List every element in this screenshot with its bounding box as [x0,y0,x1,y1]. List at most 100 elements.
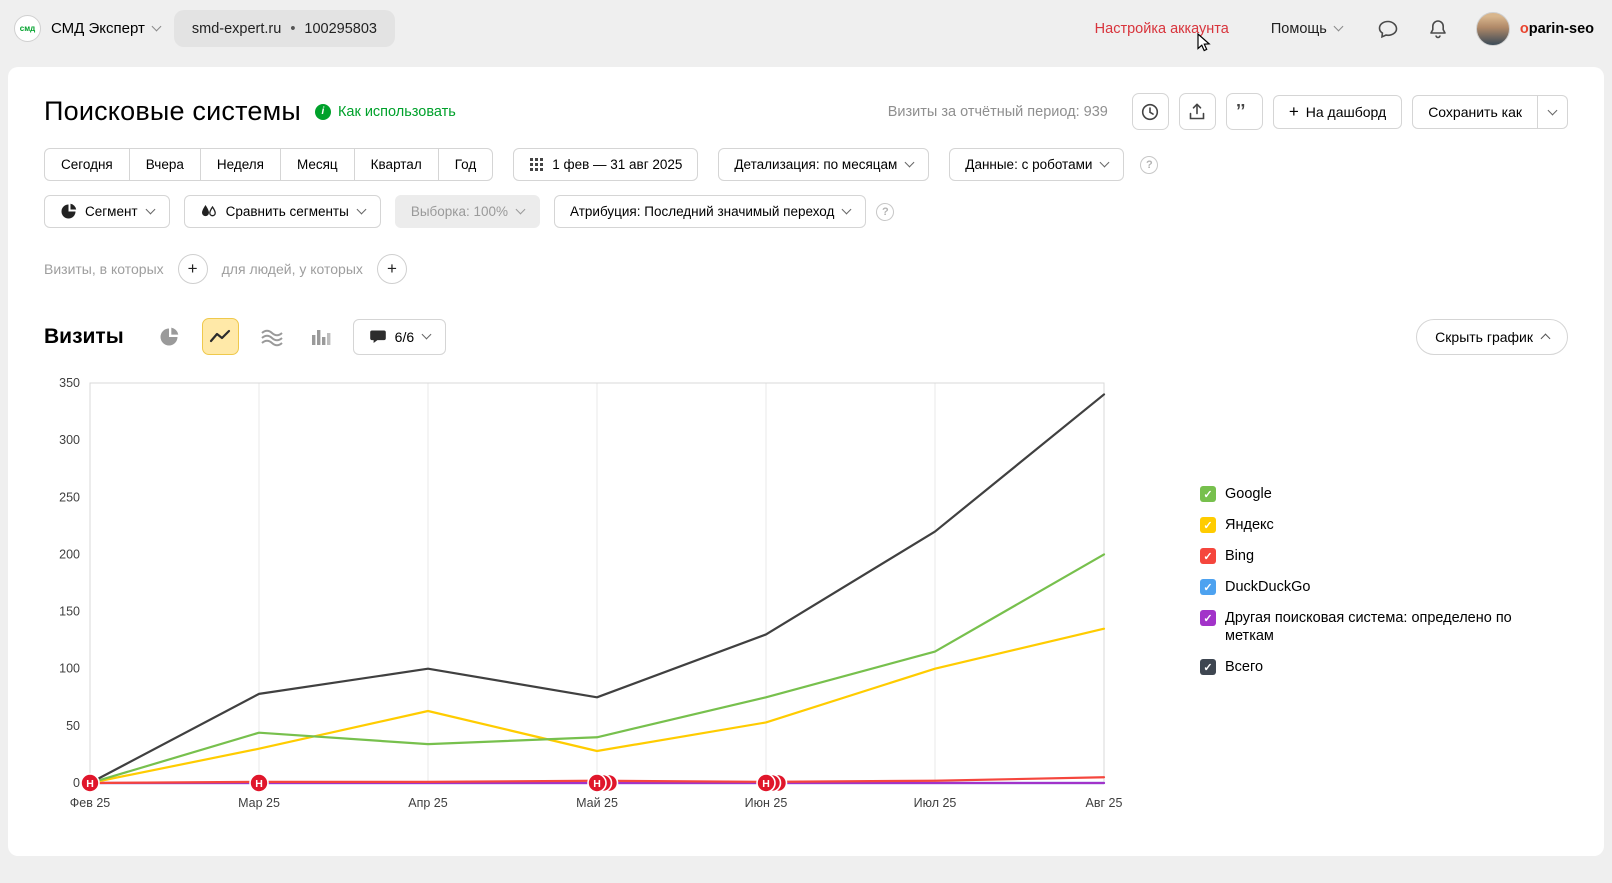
chevron-down-icon [515,204,526,215]
help-menu[interactable]: Помощь [1270,20,1344,37]
data-mode-dropdown[interactable]: Данные: с роботами [949,148,1125,181]
period-month-button[interactable]: Месяц [279,148,355,181]
counter-switcher[interactable]: СМД Эксперт [51,20,162,37]
svg-text:’’: ’’ [1236,101,1245,121]
save-as-button[interactable]: Сохранить как [1412,94,1538,129]
chevron-down-icon [145,204,156,215]
chart-type-columns-button[interactable] [305,322,335,352]
legend-item-other-search[interactable]: Другая поисковая система: определено по … [1200,609,1530,645]
period-year-button[interactable]: Год [437,148,494,181]
comment-bubble-icon [369,330,386,343]
pie-chart-icon [160,327,178,345]
chevron-down-icon [904,157,915,168]
period-quarter-button[interactable]: Квартал [353,148,439,181]
legend-item-bing[interactable]: Bing [1200,547,1530,565]
svg-text:Н: Н [593,778,601,790]
svg-text:350: 350 [59,376,80,390]
history-button[interactable] [1131,93,1169,130]
period-yesterday-button[interactable]: Вчера [128,148,201,181]
annotations-button[interactable]: ’’ [1225,93,1263,130]
legend-checkbox[interactable] [1200,659,1216,675]
legend-label: Другая поисковая система: определено по … [1225,610,1512,644]
annotation-marker[interactable]: Н [80,773,100,793]
account-settings-link[interactable]: Настройка аккаунта [1094,20,1229,51]
legend-checkbox[interactable] [1200,579,1216,595]
segment-dropdown[interactable]: Сегмент [44,195,170,228]
annotation-marker[interactable]: Н [249,773,269,793]
svg-text:Фев 25: Фев 25 [70,796,111,810]
chart-header: Визиты [44,318,1568,355]
header-actions: Визиты за отчётный период: 939 ’’ [888,93,1568,130]
svg-text:100: 100 [59,662,80,676]
sampling-dropdown[interactable]: Выборка: 100% [394,195,541,228]
report-card: Поисковые системы i Как использовать Виз… [8,67,1604,856]
annotation-marker[interactable]: Н [756,773,788,793]
svg-text:250: 250 [59,490,80,504]
attribution-label: Атрибуция: Последний значимый переход [570,204,835,219]
period-toolbar: Сегодня Вчера Неделя Месяц Квартал Год 1… [44,148,1568,181]
plus-icon: + [386,259,397,278]
legend-label: Яндекс [1225,517,1274,533]
add-people-condition-button[interactable]: + [376,254,407,284]
help-label: Помощь [1270,20,1327,37]
chat-button[interactable] [1376,17,1400,41]
period-preset-group: Сегодня Вчера Неделя Месяц Квартал Год [44,148,494,181]
topbar-right: Настройка аккаунта Помощь oparin-seo [1094,11,1594,51]
sampling-label: Выборка: 100% [410,204,509,219]
date-range-button[interactable]: 1 фев — 31 авг 2025 [513,148,699,181]
chart-type-line-button[interactable] [201,318,239,355]
how-to-use-link[interactable]: Как использовать [337,103,456,120]
annotation-marker[interactable]: Н [587,773,619,793]
legend-item-duckduckgo[interactable]: DuckDuckGo [1200,578,1530,596]
counter-id-pill[interactable]: smd-expert.ru • 100295803 [173,10,395,47]
legend-checkbox[interactable] [1200,548,1216,564]
svg-text:Май 25: Май 25 [576,796,618,810]
period-week-button[interactable]: Неделя [199,148,281,181]
legend-checkbox[interactable] [1200,610,1216,626]
columns-chart-icon [311,329,331,345]
series-line [88,553,1106,785]
account-settings-label: Настройка аккаунта [1094,20,1229,37]
segment-label: Сегмент [85,204,138,219]
chart-labels-dropdown[interactable]: 6/6 [352,318,447,355]
chart-type-switcher [154,318,335,355]
bell-icon [1430,19,1446,38]
visits-condition-label: Визиты, в которых [44,261,164,277]
hide-chart-button[interactable]: Скрыть график [1416,318,1568,355]
username[interactable]: oparin-seo [1520,21,1594,37]
stacked-area-icon [260,329,283,346]
add-to-dashboard-label: На дашборд [1305,103,1387,120]
help-question-icon[interactable]: ? [876,202,895,221]
help-question-icon[interactable]: ? [1140,155,1159,174]
save-as-dropdown-button[interactable] [1538,94,1568,129]
notifications-button[interactable] [1426,17,1450,41]
line-chart-icon [210,329,231,342]
svg-text:200: 200 [59,547,80,561]
legend-item-google[interactable]: Google [1200,485,1530,503]
chart-type-area-button[interactable] [257,322,287,352]
legend-item-yandex[interactable]: Яндекс [1200,516,1530,534]
avatar[interactable] [1475,11,1510,46]
period-today-button[interactable]: Сегодня [44,148,130,181]
svg-text:Н: Н [86,778,94,790]
legend-label: Всего [1225,659,1264,675]
detalization-dropdown[interactable]: Детализация: по месяцам [718,148,930,181]
attribution-dropdown[interactable]: Атрибуция: Последний значимый переход [554,195,867,228]
add-to-dashboard-button[interactable]: + На дашборд [1272,94,1403,129]
legend-checkbox[interactable] [1200,486,1216,502]
compare-segments-dropdown[interactable]: Сравнить сегменты [183,195,381,228]
username-first-letter: o [1519,20,1529,37]
topbar: смд СМД Эксперт smd-expert.ru • 10029580… [0,0,1612,57]
export-button[interactable] [1178,93,1216,130]
detalization-label: Детализация: по месяцам [734,157,898,172]
legend-checkbox[interactable] [1200,517,1216,533]
report-header: Поисковые системы i Как использовать Виз… [44,93,1568,130]
add-visits-condition-button[interactable]: + [177,254,208,284]
chat-bubble-icon [1378,20,1398,38]
metrica-counter-logo[interactable]: смд [14,15,41,42]
chart-area: 0 50 100 150 200 250 300 350 Фев 25 Мар 25 Апр 25 М… [44,369,1568,821]
legend-item-total[interactable]: Всего [1200,658,1530,676]
chart-type-pie-button[interactable] [154,322,184,352]
visits-chart: 0 50 100 150 200 250 300 350 Фев 25 Мар 25 Апр 25 М… [59,376,1122,810]
visits-period-total: Визиты за отчётный период: 939 [887,103,1108,120]
